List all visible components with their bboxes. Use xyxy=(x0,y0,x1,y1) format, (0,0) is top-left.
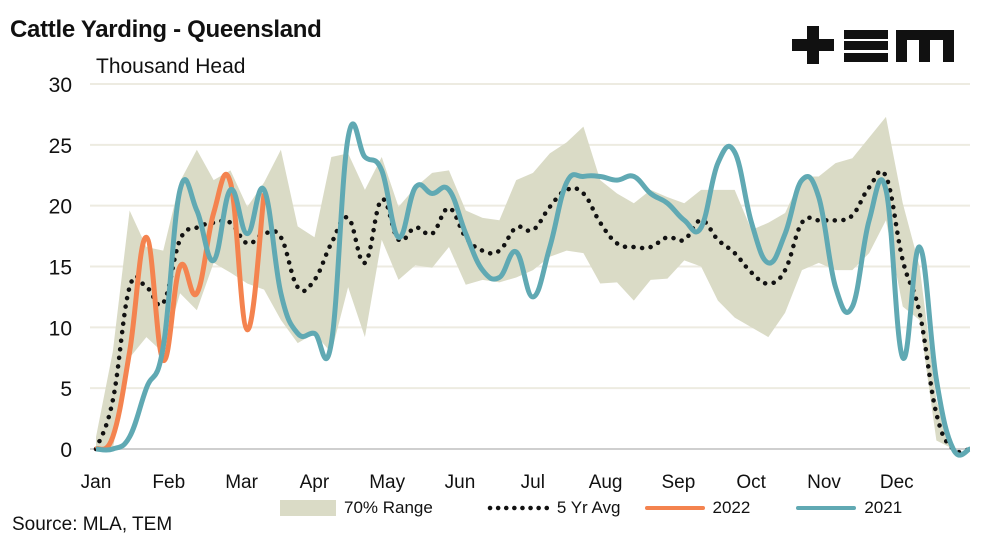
legend-2021: 2021 xyxy=(796,498,902,518)
dotted-line-swatch xyxy=(487,505,549,511)
x-tick-label: Apr xyxy=(300,472,330,493)
x-tick-label: Aug xyxy=(589,472,623,493)
x-tick-label: Jul xyxy=(521,472,545,493)
series-2022-line xyxy=(94,171,267,452)
x-tick-label: Dec xyxy=(880,472,914,493)
series-2021-line xyxy=(95,121,971,458)
legend-2022: 2022 xyxy=(644,498,751,518)
range-area xyxy=(96,116,970,449)
x-tick-label: May xyxy=(369,472,405,493)
y-tick-label: 10 xyxy=(49,317,72,340)
x-tick-label: Nov xyxy=(807,472,841,493)
x-tick-label: Feb xyxy=(152,472,185,493)
x-tick-label: Jan xyxy=(81,472,112,493)
range-swatch xyxy=(280,500,336,516)
legend: 70% Range 5 Yr Avg 2022 2021 xyxy=(280,498,926,518)
tem-logo xyxy=(792,26,954,64)
y-axis-unit-label: Thousand Head xyxy=(96,55,246,78)
legend-avg: 5 Yr Avg xyxy=(487,498,621,518)
y-tick-label: 15 xyxy=(49,257,72,280)
x-tick-label: Mar xyxy=(225,472,258,493)
legend-range: 70% Range xyxy=(280,498,433,518)
y-tick-label: 30 xyxy=(49,74,72,97)
y-tick-label: 0 xyxy=(60,439,72,462)
y-tick-label: 5 xyxy=(60,378,72,401)
orange-line-swatch xyxy=(644,506,705,510)
x-tick-label: Jun xyxy=(445,472,476,493)
legend-2021-label: 2021 xyxy=(864,498,903,517)
y-tick-label: 25 xyxy=(49,135,72,158)
legend-2022-label: 2022 xyxy=(712,498,751,517)
chart-title: Cattle Yarding - Queensland xyxy=(10,16,322,43)
x-tick-label: Sep xyxy=(661,472,695,493)
legend-range-label: 70% Range xyxy=(344,498,433,517)
legend-avg-label: 5 Yr Avg xyxy=(556,498,621,517)
source-note: Source: MLA, TEM xyxy=(12,514,173,535)
x-tick-label: Oct xyxy=(736,472,766,493)
teal-line-swatch xyxy=(796,506,857,510)
y-tick-label: 20 xyxy=(49,196,72,219)
